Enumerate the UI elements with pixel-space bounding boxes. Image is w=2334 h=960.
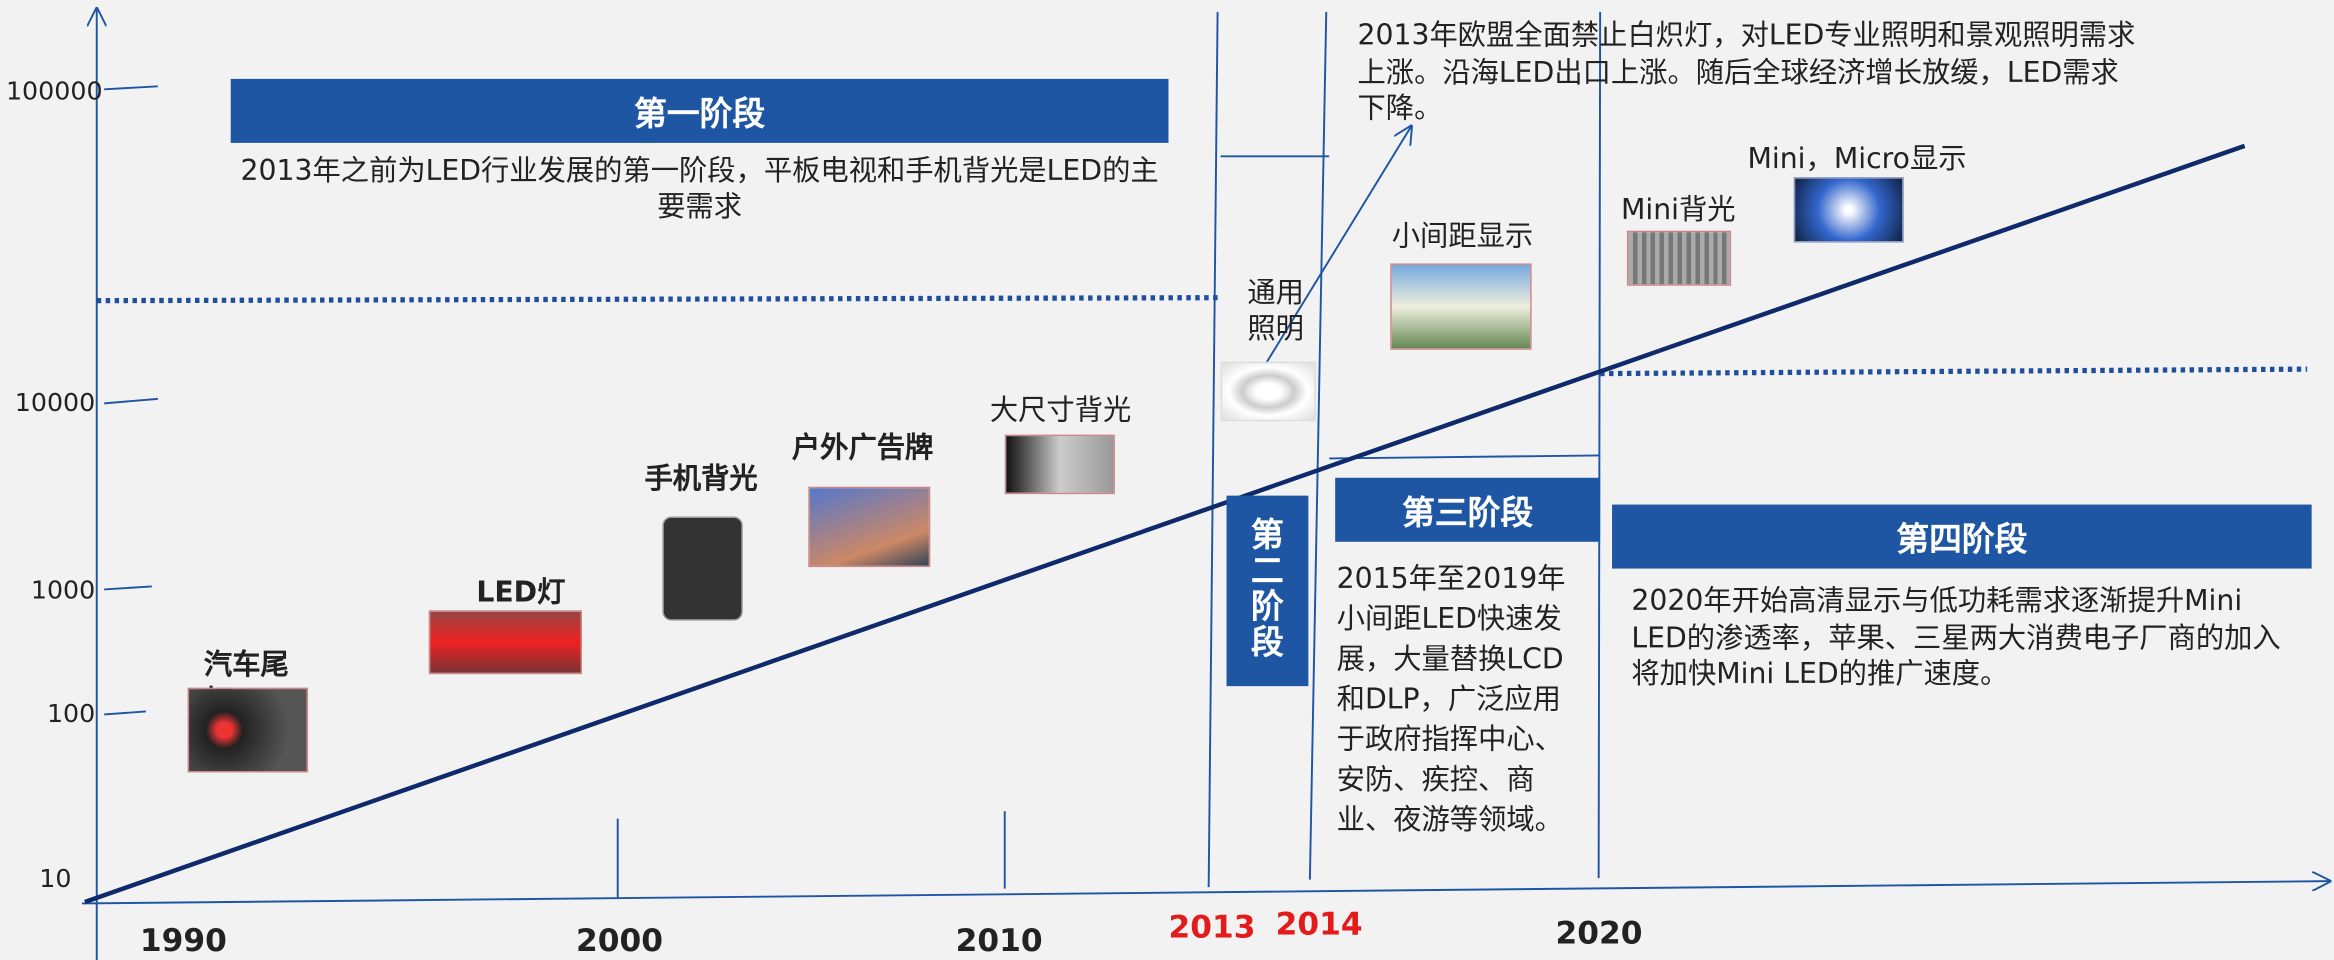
product-image <box>188 688 309 773</box>
lines <box>0 0 2334 960</box>
product-image <box>429 610 582 674</box>
y-label: 100000 <box>6 77 95 109</box>
product-image <box>1005 435 1115 495</box>
stage-title: 第二阶段 <box>1227 496 1309 687</box>
x-label: 2020 <box>1555 914 1642 953</box>
page: 100000 10000 1000 100 10 1990 2000 2010 … <box>0 0 2334 960</box>
y-label: 10 <box>0 865 71 897</box>
stage-text: 2013年之前为LED行业发展的第一阶段，平板电视和手机背光是LED的主要需求 <box>238 155 1161 226</box>
product-image <box>1221 362 1316 422</box>
product-label: Mini，Micro显示 <box>1747 143 1966 178</box>
stage-title: 第三阶段 <box>1335 478 1600 542</box>
x-label: 2013 <box>1168 908 1255 947</box>
product-label: 小间距显示 <box>1392 220 1533 255</box>
x-label: 1990 <box>140 921 227 960</box>
product-image <box>1794 177 1904 242</box>
stage-text: 2015年至2019年小间距LED快速发展，大量替换LCD和DLP，广泛应用于政… <box>1337 560 1575 841</box>
y-label: 1000 <box>6 576 95 608</box>
y-label: 100 <box>6 700 95 732</box>
x-label: 2010 <box>956 921 1043 960</box>
product-label: 户外广告牌 <box>792 432 933 467</box>
product-label: 手机背光 <box>645 463 758 498</box>
diagram: 100000 10000 1000 100 10 1990 2000 2010 … <box>0 0 2334 960</box>
stage-text: 2020年开始高清显示与低功耗需求逐渐提升Mini LED的渗透率，苹果、三星两… <box>1631 583 2293 693</box>
product-image <box>808 487 930 567</box>
stage-title: 第四阶段 <box>1612 505 2312 569</box>
y-label: 10000 <box>6 388 95 420</box>
product-image <box>1627 231 1731 286</box>
product-label: Mini背光 <box>1621 193 1736 228</box>
note: 2013年欧盟全面禁止白炽灯，对LED专业照明和景观照明需求上涨。沿海LED出口… <box>1358 18 2147 128</box>
product-label: 大尺寸背光 <box>990 394 1131 429</box>
product-image <box>1390 263 1531 349</box>
product-image <box>662 516 742 620</box>
product-label: 通用照明 <box>1247 277 1315 348</box>
x-label: 2014 <box>1276 905 1363 944</box>
x-label: 2000 <box>576 921 663 960</box>
stage-title: 第一阶段 <box>231 79 1169 143</box>
